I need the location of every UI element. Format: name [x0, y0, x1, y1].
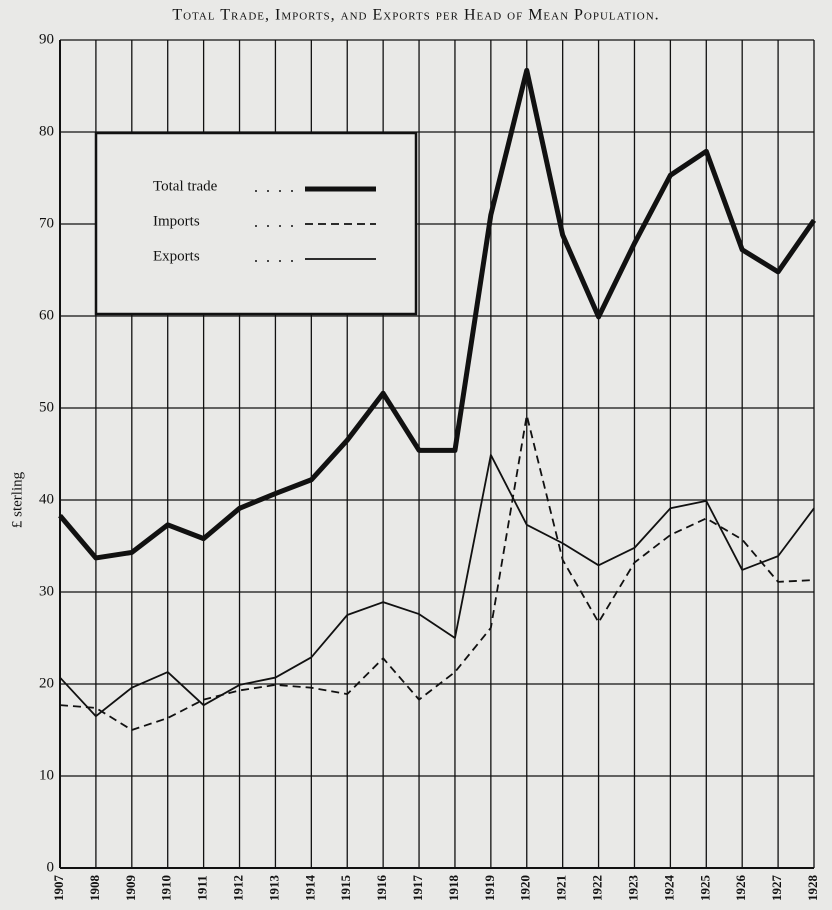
x-tick-label: 1915: [338, 875, 353, 902]
x-tick-label: 1919: [482, 875, 497, 902]
legend-label: Exports: [153, 248, 200, 264]
x-tick-label: 1916: [374, 875, 389, 902]
x-tick-label: 1920: [518, 875, 533, 901]
y-tick-label: 30: [39, 583, 54, 599]
y-tick-label: 70: [39, 215, 54, 231]
x-tick-label: 1923: [625, 875, 640, 902]
legend-box: [94, 131, 418, 316]
y-tick-label: 60: [39, 307, 54, 323]
y-tick-label: 10: [39, 767, 54, 783]
y-tick-label: 40: [39, 491, 54, 507]
x-tick-label: 1925: [697, 875, 712, 902]
legend: Total trade Imports Exports: [94, 131, 418, 316]
x-tick-label: 1921: [554, 875, 569, 901]
x-tick-label: 1917: [410, 875, 425, 902]
y-tick-label: 20: [39, 675, 54, 691]
x-tick-label: 1928: [805, 875, 820, 902]
x-tick-label: 1909: [123, 875, 138, 902]
y-tick-label: 50: [39, 399, 54, 415]
x-tick-label: 1912: [231, 875, 246, 901]
legend-label: Imports: [153, 213, 200, 229]
grid: 0 10 20 30 40 50 60 70 80 90 1907 1908 1909 1910 1911 1…: [39, 31, 820, 901]
x-tick-label: 1918: [446, 875, 461, 902]
legend-label: Total trade: [153, 178, 218, 194]
series-line: [59, 414, 815, 731]
x-tick-label: 1926: [733, 875, 748, 902]
x-tick-label: 1910: [159, 875, 174, 901]
x-tick-label: 1908: [87, 875, 102, 902]
x-tick-label: 1922: [590, 875, 605, 901]
x-tick-label: 1911: [195, 875, 210, 900]
x-tick-label: 1914: [302, 875, 317, 902]
x-tick-label: 1924: [661, 875, 676, 902]
y-tick-label: 80: [39, 123, 54, 139]
series-line: [59, 454, 815, 718]
x-tick-label: 1913: [266, 875, 281, 902]
x-tick-label: 1907: [51, 875, 66, 902]
y-tick-label: 90: [39, 31, 54, 47]
series-line: [58, 67, 817, 561]
x-tick-label: 1927: [769, 875, 784, 902]
lines: [58, 67, 817, 731]
chart-title: Total Trade, Imports, and Exports per He…: [172, 7, 659, 24]
y-axis-label: £ sterling: [9, 471, 25, 528]
y-tick-label: 0: [47, 859, 55, 875]
